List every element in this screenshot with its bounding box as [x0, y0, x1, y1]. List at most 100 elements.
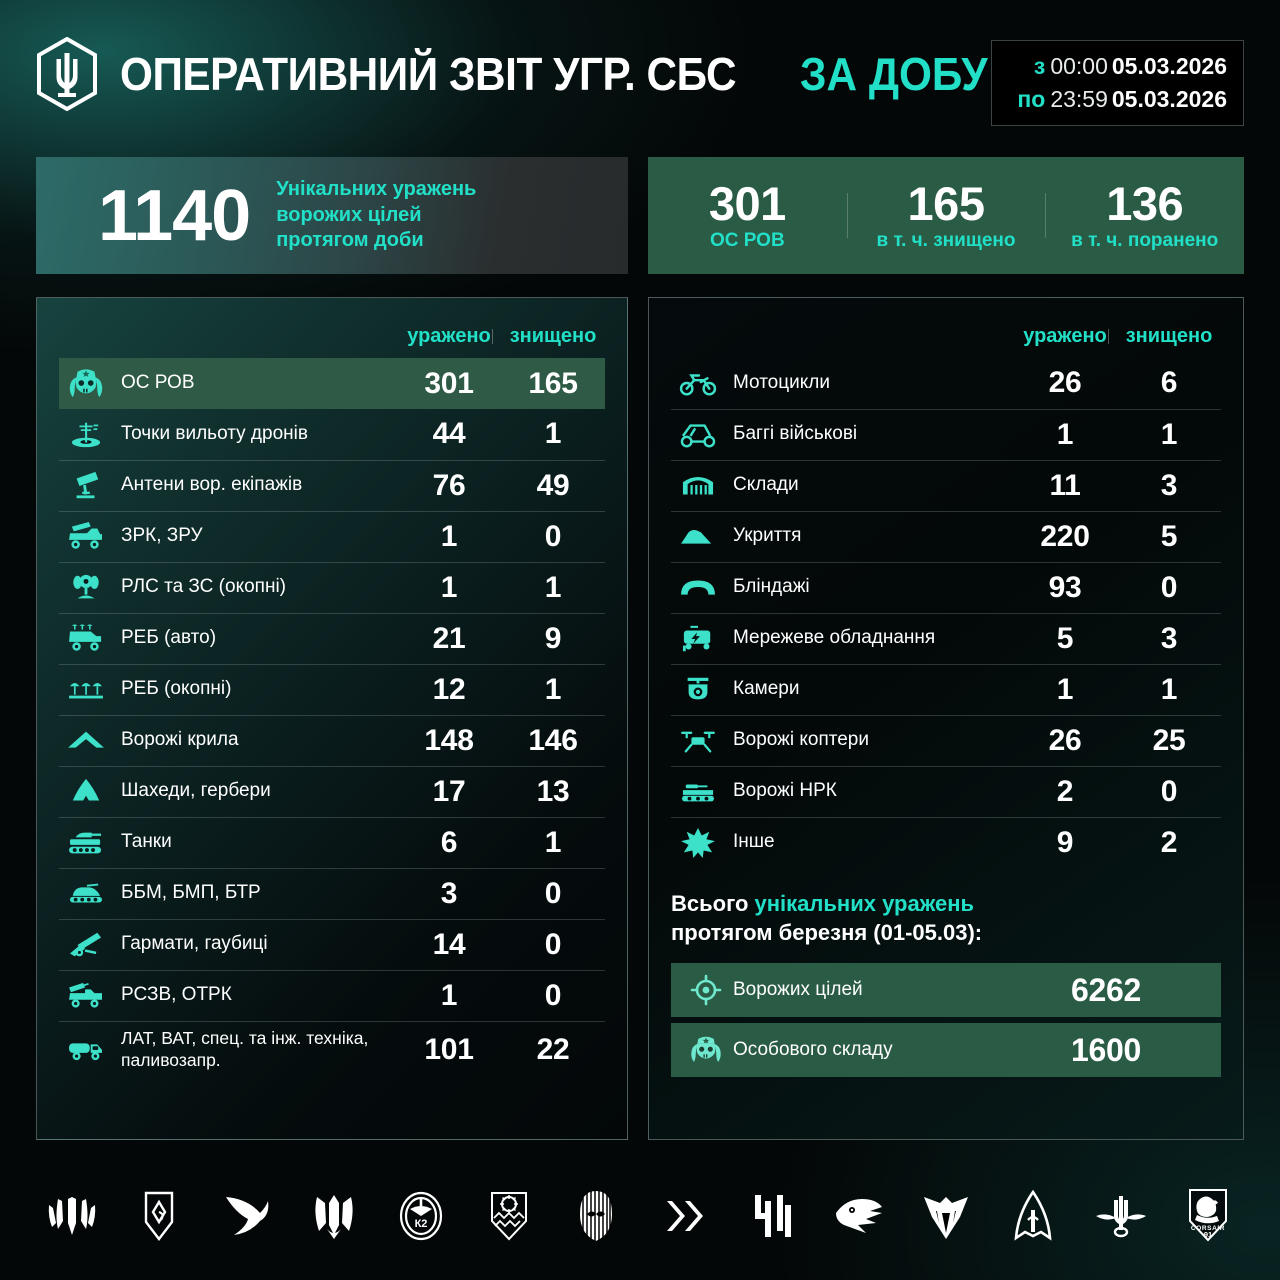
hero-personnel-panel: 301 ОС РОВ 165 в т. ч. знищено 136 в т. …: [648, 157, 1244, 274]
row-hit-value: 1: [397, 561, 501, 613]
table-row[interactable]: Ворожі НРК 2 0: [671, 765, 1221, 817]
summary-row-targets[interactable]: Ворожих цілей 6262: [671, 963, 1221, 1018]
soldier-skull-icon: [679, 1033, 733, 1067]
table-row[interactable]: Гармати, гаубиці 14 0: [59, 918, 605, 970]
date-to-time: 23:59: [1050, 85, 1108, 112]
hero-cell-number: 301: [708, 176, 786, 230]
row-destroyed-value: 1: [501, 561, 605, 613]
row-label: Камери: [733, 663, 1013, 715]
date-from-line: з 00:00 05.03.2026: [1008, 50, 1227, 83]
right-table-column-headers: уражено знищено: [671, 314, 1221, 358]
row-hit-value: 1: [397, 510, 501, 562]
table-row[interactable]: Склади 11 3: [671, 459, 1221, 511]
row-label: ОС РОВ: [121, 372, 195, 394]
row-hit-value: 21: [397, 612, 501, 664]
hero-desc-line3: протягом доби: [276, 229, 424, 252]
row-label: ББМ, БМП, БТР: [121, 867, 397, 919]
row-label: РЛС та ЗС (окопні): [121, 561, 397, 613]
shahed-drone-icon: [59, 765, 121, 817]
row-hit-value: 148: [397, 714, 501, 766]
summary-row-personnel[interactable]: Особового складу 1600: [671, 1023, 1221, 1078]
target-crosshair-icon: [679, 973, 733, 1007]
row-hit-value: 5: [1013, 612, 1117, 664]
apc-icon: [59, 867, 121, 919]
table-row[interactable]: Мережеве обладнання 5 3: [671, 612, 1221, 664]
table-row[interactable]: ЛАТ, ВАТ, спец. та інж. техніка, паливоз…: [59, 1020, 605, 1078]
row-destroyed-value: 13: [501, 765, 605, 817]
left-stats-card: уражено знищено: [36, 297, 628, 1140]
row-label: РСЗВ, ОТРК: [121, 969, 397, 1021]
row-label: Ворожі НРК: [733, 765, 1013, 817]
title-main-text: ОПЕРАТИВНИЙ ЗВІТ УГР. СБС: [120, 48, 737, 100]
table-row[interactable]: Мотоцикли 26 6: [671, 358, 1221, 409]
table-row[interactable]: Баггі військові 1 1: [671, 408, 1221, 460]
table-row[interactable]: РЛС та ЗС (окопні) 1 1: [59, 561, 605, 613]
right-stats-card: уражено знищено Мотоцикли 26 6: [648, 297, 1244, 1140]
row-hit-value: 93: [1013, 561, 1117, 613]
row-destroyed-value: 1: [501, 663, 605, 715]
satellite-antenna-icon: [59, 459, 121, 511]
summary-title-part2: протягом березня (01-05.03):: [671, 919, 983, 945]
table-row[interactable]: Точки вильоту дронів 44 1: [59, 409, 605, 460]
row-hit-value: 6: [397, 816, 501, 868]
winged-arrow-logo-icon: [915, 1185, 977, 1247]
table-row[interactable]: Бліндажі 93 0: [671, 561, 1221, 613]
row-destroyed-value: 1: [1117, 663, 1221, 715]
row-hit-value: 26: [1048, 366, 1082, 400]
arrow-spear-logo-icon: [1002, 1185, 1064, 1247]
row-destroyed-value: 22: [501, 1020, 605, 1078]
right-stats-table: Мотоцикли 26 6 Баггі військові 1: [671, 358, 1221, 868]
hero-total-description: Унікальних уражень ворожих цілей протяго…: [276, 177, 476, 254]
table-row[interactable]: ЗРК, ЗРУ 1 0: [59, 510, 605, 562]
hero-cell-label: в т. ч. поранено: [1071, 230, 1219, 252]
circular-k2-logo-icon: К2: [390, 1185, 452, 1247]
table-row[interactable]: Антени вор. екіпажів 76 49: [59, 459, 605, 511]
table-row[interactable]: ББМ, БМП, БТР 3 0: [59, 867, 605, 919]
row-label: Шахеди, гербери: [121, 765, 397, 817]
row-label: Антени вор. екіпажів: [121, 459, 397, 511]
soldier-skull-icon: [59, 358, 121, 409]
hero-desc-line2: ворожих цілей: [276, 203, 422, 226]
table-row[interactable]: Камери 1 1: [671, 663, 1221, 715]
row-hit-value: 220: [1013, 510, 1117, 562]
row-hit-value: 9: [1013, 816, 1117, 868]
row-destroyed-value: 25: [1117, 714, 1221, 766]
table-row[interactable]: РЕБ (окопні) 12 1: [59, 663, 605, 715]
table-row[interactable]: ОС РОВ 301 165: [59, 358, 605, 409]
row-hit-value: 11: [1013, 459, 1117, 511]
left-table-column-headers: уражено знищено: [59, 314, 605, 358]
quadcopter-icon: [671, 714, 733, 766]
row-hit-value: 17: [397, 765, 501, 817]
drone-launch-point-icon: [59, 409, 121, 460]
monthly-summary-rows: Ворожих цілей 6262: [671, 963, 1221, 1078]
table-row[interactable]: РЕБ (авто) 21 9: [59, 612, 605, 664]
table-row[interactable]: РСЗВ, ОТРК 1 0: [59, 969, 605, 1021]
row-hit-value: 76: [397, 459, 501, 511]
hero-total-number: 1140: [98, 175, 251, 256]
hero-cell-label: в т. ч. знищено: [876, 230, 1016, 252]
row-label: Танки: [121, 816, 397, 868]
unit-41-logo-icon: [740, 1185, 802, 1247]
row-destroyed-value: 9: [501, 612, 605, 664]
table-row[interactable]: Ворожі коптери 26 25: [671, 714, 1221, 766]
table-row[interactable]: Шахеди, гербери 17 13: [59, 765, 605, 817]
summary-row-value: 1600: [1071, 1031, 1141, 1068]
table-row[interactable]: Танки 6 1: [59, 816, 605, 868]
table-row[interactable]: Інше 9 2: [671, 816, 1221, 868]
row-hit-value: 1: [1013, 408, 1117, 460]
table-row[interactable]: Ворожі крила 148 146: [59, 714, 605, 766]
row-destroyed-value: 146: [501, 714, 605, 766]
svg-text:91: 91: [1204, 1230, 1212, 1239]
svg-text:CORSAIR: CORSAIR: [1191, 1225, 1225, 1232]
shelter-icon: [671, 510, 733, 562]
supply-truck-icon: [59, 1020, 121, 1078]
table-row[interactable]: Укриття 220 5: [671, 510, 1221, 562]
sam-launcher-truck-icon: [59, 510, 121, 562]
row-destroyed-value: 5: [1117, 510, 1221, 562]
ew-truck-icon: [59, 612, 121, 664]
row-label: Бліндажі: [733, 561, 1013, 613]
row-hit-value: 301: [424, 366, 474, 400]
hero-cell-label: ОС РОВ: [709, 230, 785, 252]
right-col-header-hit: уражено: [1023, 324, 1107, 347]
